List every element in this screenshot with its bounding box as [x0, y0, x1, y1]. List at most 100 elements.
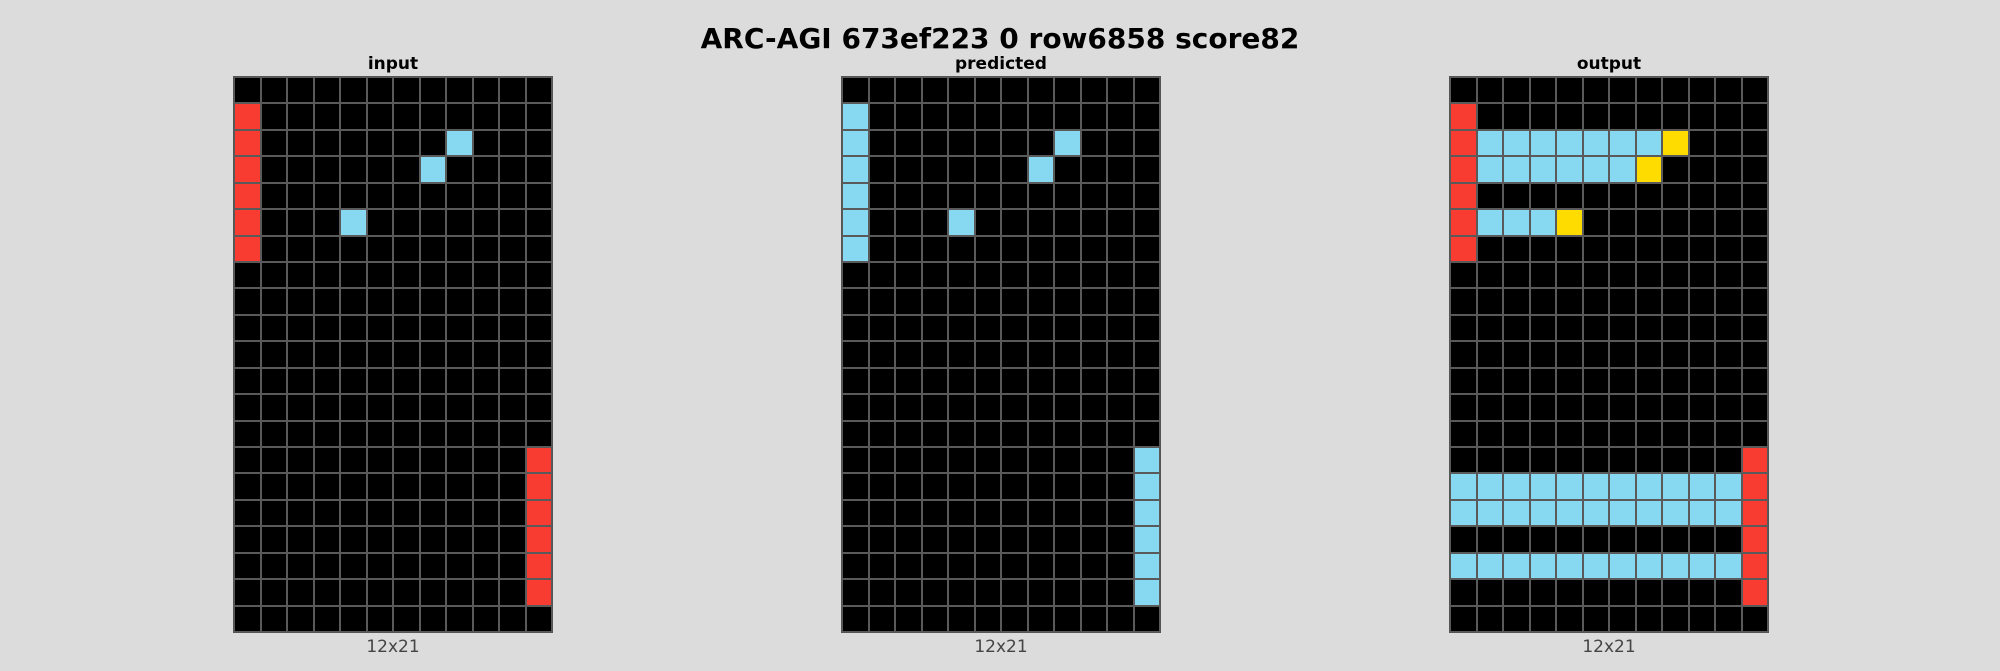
grid-cell	[260, 209, 287, 236]
grid-cell	[313, 341, 340, 368]
grid-cell	[260, 552, 287, 580]
grid-cell	[868, 182, 895, 210]
grid-cell	[234, 341, 261, 368]
grid-cell	[1688, 288, 1715, 315]
grid-cell	[234, 288, 261, 315]
grid-cell	[948, 235, 975, 262]
grid-cell	[446, 394, 473, 421]
grid-cell	[340, 473, 367, 500]
grid-cell	[868, 473, 895, 500]
grid-cell	[1133, 394, 1160, 421]
grid-cell	[1503, 209, 1530, 236]
grid-cell	[366, 526, 393, 553]
grid-cell	[446, 103, 473, 130]
grid-cell	[1741, 394, 1768, 421]
grid-cell	[868, 420, 895, 447]
grid-cell	[393, 579, 420, 606]
grid-cell	[1715, 77, 1742, 104]
grid-cell	[340, 367, 367, 395]
grid-cell	[868, 77, 895, 104]
grid-cell	[842, 447, 869, 474]
grid-cell	[419, 579, 446, 606]
grid-cell	[234, 235, 261, 262]
grid-cell	[1476, 209, 1503, 236]
grid-cell	[1662, 473, 1689, 500]
grid-cell	[974, 605, 1001, 632]
grid-cell	[287, 579, 314, 606]
grid-cell	[1001, 341, 1028, 368]
grid-cell	[1503, 394, 1530, 421]
grid-cell	[948, 262, 975, 289]
grid-cell	[1107, 420, 1134, 447]
grid-cell	[287, 156, 314, 183]
grid-cell	[1107, 341, 1134, 368]
grid-cell	[1741, 341, 1768, 368]
grid-cell	[525, 235, 552, 262]
grid-cell	[1080, 526, 1107, 553]
grid-cell	[1054, 579, 1081, 606]
grid-cell	[948, 314, 975, 342]
grid-cell	[499, 314, 526, 342]
grid-cell	[1609, 447, 1636, 474]
grid-cell	[921, 552, 948, 580]
grid-cell	[499, 341, 526, 368]
grid-cell	[393, 605, 420, 632]
grid-cell	[948, 526, 975, 553]
grid-cell	[419, 129, 446, 157]
grid-cell	[895, 420, 922, 447]
grid-cell	[1503, 129, 1530, 157]
grid-cell	[1635, 552, 1662, 580]
grid-cell	[446, 367, 473, 395]
grid-cell	[234, 262, 261, 289]
grid-cell	[366, 499, 393, 527]
grid-cell	[1054, 288, 1081, 315]
grid-cell	[921, 235, 948, 262]
grid-cell	[1741, 473, 1768, 500]
grid-cell	[1635, 499, 1662, 527]
grid-cell	[260, 235, 287, 262]
grid-cell	[1635, 473, 1662, 500]
grid-cell	[1080, 341, 1107, 368]
grid-cell	[895, 579, 922, 606]
grid-cell	[472, 605, 499, 632]
grid-cell	[895, 209, 922, 236]
grid-cell	[1133, 341, 1160, 368]
grid-cell	[1027, 499, 1054, 527]
grid-cell	[499, 473, 526, 500]
grid-cell	[1054, 77, 1081, 104]
grid-cell	[1080, 77, 1107, 104]
grid-cell	[948, 579, 975, 606]
grid-cell	[948, 499, 975, 527]
grid-cell	[1662, 552, 1689, 580]
grid-output	[1449, 76, 1769, 633]
grid-cell	[1529, 235, 1556, 262]
grid-cell	[895, 156, 922, 183]
grid-cell	[1054, 552, 1081, 580]
grid-cell	[1450, 314, 1477, 342]
grid-cell	[287, 526, 314, 553]
grid-cell	[260, 288, 287, 315]
grid-cell	[1556, 367, 1583, 395]
grid-cell	[1476, 129, 1503, 157]
grid-cell	[1556, 473, 1583, 500]
grid-cell	[1133, 156, 1160, 183]
grid-cell	[472, 103, 499, 130]
grid-cell	[393, 182, 420, 210]
grid-cell	[1741, 288, 1768, 315]
grid-cell	[525, 103, 552, 130]
grid-cell	[1027, 526, 1054, 553]
grid-cell	[1715, 341, 1742, 368]
grid-cell	[366, 262, 393, 289]
grid-cell	[499, 526, 526, 553]
grid-cell	[842, 182, 869, 210]
grid-cell	[1133, 129, 1160, 157]
grid-cell	[234, 103, 261, 130]
grid-cell	[1635, 262, 1662, 289]
grid-cell	[340, 209, 367, 236]
grid-cell	[340, 605, 367, 632]
grid-cell	[1688, 209, 1715, 236]
grid-cell	[1450, 367, 1477, 395]
grid-cell	[1529, 77, 1556, 104]
grid-cell	[472, 129, 499, 157]
grid-cell	[419, 235, 446, 262]
